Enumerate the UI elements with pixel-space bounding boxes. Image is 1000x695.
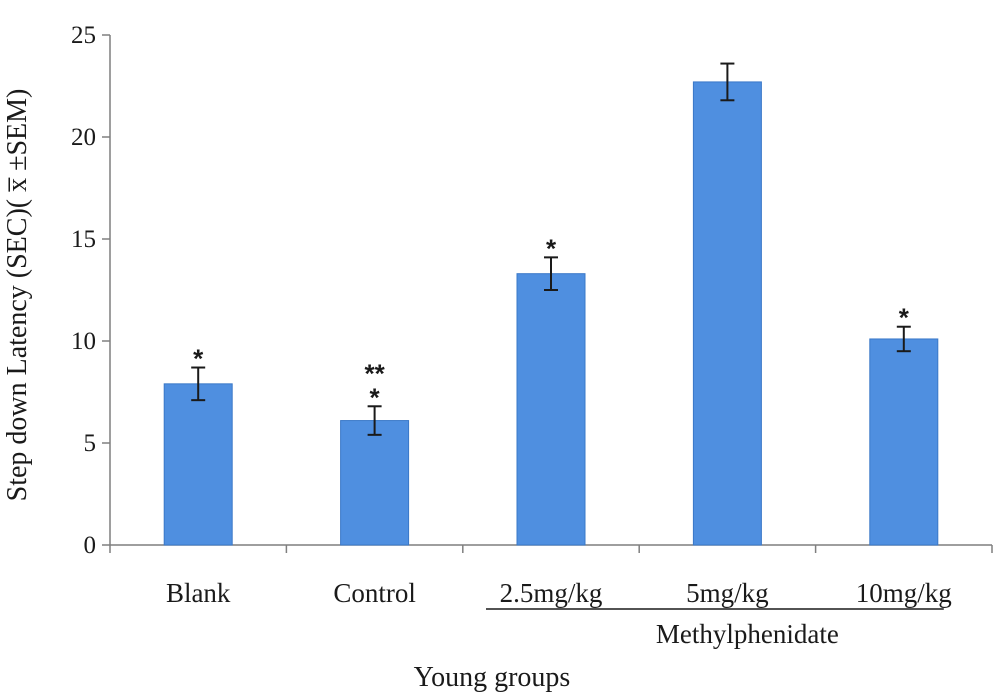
y-tick-label: 0 [84, 532, 97, 559]
group-label: Methylphenidate [656, 619, 839, 649]
bar-blank [163, 383, 233, 546]
category-label: 2.5mg/kg [500, 578, 603, 608]
bar-control [340, 420, 410, 546]
significance-marker: * [546, 233, 557, 263]
x-axis-title: Young groups [414, 662, 571, 693]
y-axis-title: Step down Latency (SEC)( x̅ ±SEM) [2, 89, 33, 502]
category-label: Control [333, 578, 416, 608]
bar-10mg-kg [869, 338, 939, 546]
significance-marker: * [899, 303, 910, 333]
significance-marker: * [370, 382, 381, 412]
bar-5mg-kg [692, 81, 762, 546]
bar-2-5mg-kg [516, 273, 586, 546]
y-tick-label: 5 [84, 430, 97, 457]
y-tick-label: 25 [71, 22, 96, 49]
x-axis [109, 544, 993, 553]
significance-markers: ****** [193, 233, 910, 412]
significance-marker: ** [364, 358, 385, 388]
category-label: 5mg/kg [686, 578, 769, 608]
y-axis: 0 5 10 15 20 25 [71, 22, 111, 559]
bars [163, 81, 939, 546]
error-bars [191, 62, 911, 436]
category-label: 10mg/kg [856, 578, 952, 608]
y-tick-label: 10 [71, 328, 96, 355]
category-label: Blank [166, 578, 231, 608]
significance-marker: * [193, 344, 204, 374]
y-tick-label: 15 [71, 226, 96, 253]
category-labels: Blank Control 2.5mg/kg 5mg/kg 10mg/kg [166, 578, 952, 608]
y-tick-label: 20 [71, 124, 96, 151]
